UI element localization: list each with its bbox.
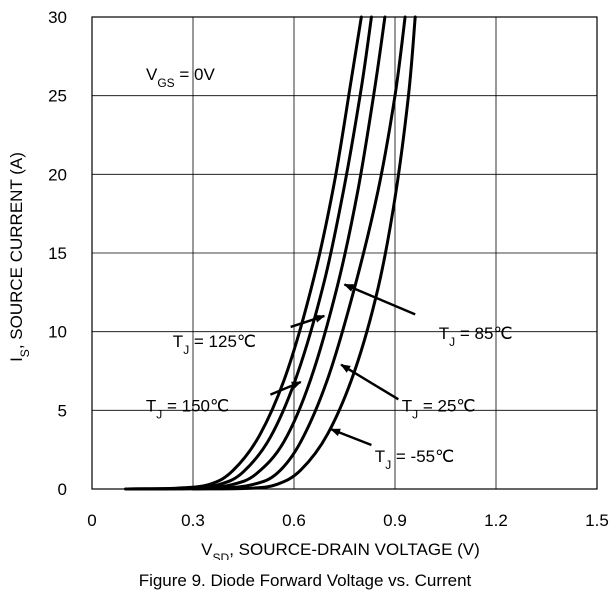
y-tick-label: 30 xyxy=(48,8,67,27)
y-tick-label: 0 xyxy=(58,480,67,499)
y-tick-label: 20 xyxy=(48,165,67,184)
x-tick-label: 1.2 xyxy=(484,511,508,530)
x-tick-label: 1.5 xyxy=(585,511,609,530)
y-axis-label: IS, SOURCE CURRENT (A) xyxy=(7,152,32,362)
x-tick-label: 0.6 xyxy=(282,511,306,530)
curve-annotations: TJ = 125℃ TJ = 150℃ TJ = 85℃ TJ = 25℃ TJ = -… xyxy=(146,283,513,472)
annotation-arrow xyxy=(343,283,416,316)
annotation-label: TJ = 25℃ xyxy=(402,397,476,422)
annotation-arrow xyxy=(290,314,326,329)
annotation-arrow xyxy=(340,363,399,401)
y-tick-label: 10 xyxy=(48,323,67,342)
annotation-label: TJ = 125℃ xyxy=(173,332,256,357)
series-line xyxy=(130,15,387,491)
plot-frame xyxy=(91,16,598,490)
annotation-label: TJ = 85℃ xyxy=(439,324,513,349)
series-line xyxy=(191,15,417,491)
tick-labels: 0 0.3 0.6 0.9 1.2 1.5 0 5 10 15 20 25 30 xyxy=(48,8,609,530)
figure-caption: Figure 9. Diode Forward Voltage vs. Curr… xyxy=(138,571,472,590)
annotation-label: TJ = 150℃ xyxy=(146,397,229,422)
annotation-label: TJ = -55℃ xyxy=(375,447,454,472)
y-tick-label: 15 xyxy=(48,244,67,263)
x-tick-label: 0.9 xyxy=(383,511,407,530)
x-tick-label: 0 xyxy=(87,511,96,530)
x-axis-label: VSD, SOURCE-DRAIN VOLTAGE (V) xyxy=(201,540,480,560)
series-line xyxy=(151,15,407,491)
vgs-condition-label: VGS = 0V xyxy=(146,65,216,90)
y-tick-label: 25 xyxy=(48,87,67,106)
x-tick-label: 0.3 xyxy=(181,511,205,530)
annotation-arrow xyxy=(269,380,302,396)
y-tick-label: 5 xyxy=(58,401,67,420)
annotation-arrow xyxy=(330,428,372,447)
